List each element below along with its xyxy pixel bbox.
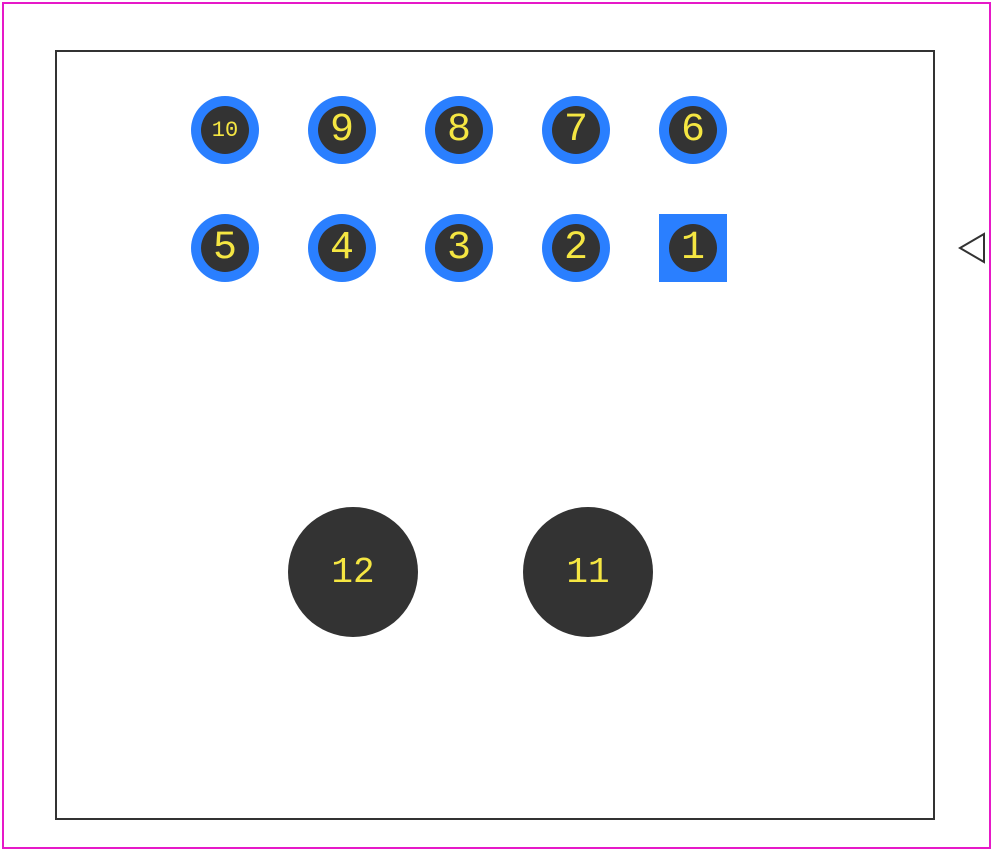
pad-3: 3 (425, 214, 493, 282)
pad-1: 1 (659, 214, 727, 282)
pad-9: 9 (308, 96, 376, 164)
mounting-pad-11: 11 (523, 507, 653, 637)
pad-label-4: 4 (330, 226, 354, 271)
pad-5: 5 (191, 214, 259, 282)
inner-border (55, 50, 935, 820)
pad-10: 10 (191, 96, 259, 164)
pad-label-9: 9 (330, 108, 354, 153)
pad-label-1: 1 (681, 226, 705, 271)
pad-label-2: 2 (564, 226, 588, 271)
pad-4: 4 (308, 214, 376, 282)
pad-label-3: 3 (447, 226, 471, 271)
mounting-pad-12: 12 (288, 507, 418, 637)
mounting-pad-label-11: 11 (566, 552, 609, 593)
pad-7: 7 (542, 96, 610, 164)
pad-label-6: 6 (681, 108, 705, 153)
pad-6: 6 (659, 96, 727, 164)
pad-label-7: 7 (564, 108, 588, 153)
mounting-pad-label-12: 12 (331, 552, 374, 593)
pad-label-5: 5 (213, 226, 237, 271)
pad-label-8: 8 (447, 108, 471, 153)
pad-label-10: 10 (212, 118, 238, 143)
pad-2: 2 (542, 214, 610, 282)
pad-8: 8 (425, 96, 493, 164)
